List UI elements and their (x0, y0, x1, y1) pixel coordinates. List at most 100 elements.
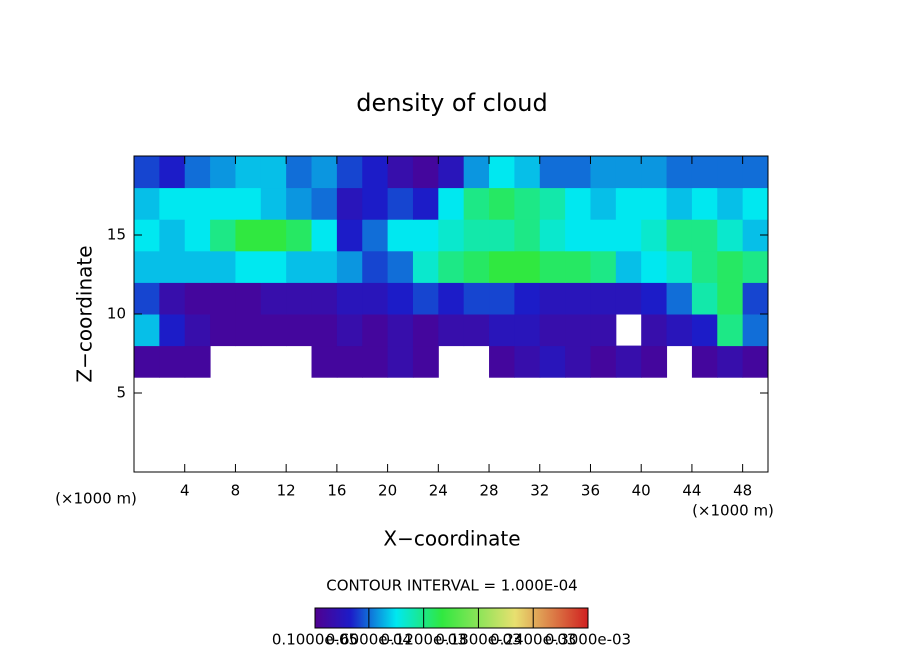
heat-cell (387, 219, 414, 252)
heat-cell (615, 250, 642, 283)
heat-cell (362, 219, 389, 252)
heat-cell (260, 282, 287, 315)
heat-cell (641, 345, 668, 378)
heat-cell (260, 219, 287, 252)
heat-cell (387, 250, 414, 283)
heat-cell (615, 187, 642, 220)
x-tick-label: 40 (632, 482, 651, 500)
x-tick-label: 48 (733, 482, 752, 500)
heat-cell (691, 314, 718, 347)
heat-cell (565, 219, 591, 252)
heat-cell (463, 314, 490, 347)
heat-cell (134, 314, 160, 347)
heat-cell (615, 282, 642, 315)
heat-cell (260, 250, 287, 283)
heat-cell (742, 345, 769, 378)
heat-cell (489, 250, 515, 283)
heat-cell (412, 282, 439, 315)
y-axis-label: Z−coordinate (73, 245, 97, 382)
heat-cell (336, 345, 363, 378)
y-tick-label: 15 (107, 226, 126, 244)
heat-cell (463, 250, 490, 283)
heat-cell (210, 156, 236, 189)
heat-cell (210, 282, 236, 315)
heat-cell (311, 219, 338, 252)
heat-cell (412, 345, 439, 378)
heat-cell (286, 314, 313, 347)
heat-cell (590, 345, 617, 378)
heat-cell (438, 156, 465, 189)
heat-cell (336, 282, 363, 315)
heat-cell (539, 314, 566, 347)
heat-cell (387, 282, 414, 315)
heat-cell (717, 282, 744, 315)
heat-cell (539, 250, 566, 283)
heat-cell (311, 345, 338, 378)
heat-cell (134, 345, 160, 378)
heat-cell (362, 345, 389, 378)
heat-cell (742, 156, 769, 189)
heat-cell (717, 187, 744, 220)
heat-cell (539, 187, 566, 220)
heat-cell (641, 156, 668, 189)
colorbar (314, 607, 589, 629)
heat-cell (438, 314, 465, 347)
heat-cell (286, 219, 313, 252)
heat-cell (717, 314, 744, 347)
heat-cell (286, 282, 313, 315)
heat-cell (159, 219, 186, 252)
heat-cell (159, 187, 186, 220)
heat-cell (438, 250, 465, 283)
heat-cell (514, 345, 541, 378)
heat-cell (438, 187, 465, 220)
heat-cell (235, 250, 262, 283)
heat-cell (311, 250, 338, 283)
heat-cell (666, 187, 693, 220)
heat-cell (565, 282, 591, 315)
heat-cell (336, 314, 363, 347)
heat-cell (514, 187, 541, 220)
heat-cell (387, 156, 414, 189)
heat-cell (387, 187, 414, 220)
x-tick-label: 16 (327, 482, 346, 500)
heat-cell (210, 314, 236, 347)
heat-cell (463, 156, 490, 189)
heat-cell (742, 282, 769, 315)
heat-cell (742, 250, 769, 283)
heat-cell (362, 156, 389, 189)
heat-cell (666, 156, 693, 189)
heat-cell (590, 187, 617, 220)
heat-cell (489, 187, 515, 220)
heat-cell (539, 156, 566, 189)
colorbar-label: 0.1800e-03 (435, 631, 521, 649)
heat-cell (260, 156, 287, 189)
contour-note: CONTOUR INTERVAL = 1.000E-04 (326, 577, 577, 595)
y-tick-label: 10 (107, 305, 126, 323)
heat-cell (539, 345, 566, 378)
chart-title: density of cloud (356, 89, 547, 117)
heat-cell (539, 219, 566, 252)
heat-cell (489, 282, 515, 315)
heat-cell (463, 187, 490, 220)
x-tick-label: 12 (277, 482, 296, 500)
heat-cell (336, 219, 363, 252)
heat-cell (463, 219, 490, 252)
heat-cell (590, 250, 617, 283)
heat-cell (691, 219, 718, 252)
x-unit: (×1000 m) (692, 502, 774, 520)
heat-cell (235, 314, 262, 347)
y-tick-label: 5 (116, 384, 126, 402)
heat-cell (311, 314, 338, 347)
y-unit: (×1000 m) (55, 490, 137, 508)
heat-cell (159, 250, 186, 283)
heat-cell (489, 314, 515, 347)
heat-cell (210, 219, 236, 252)
heat-cell (134, 282, 160, 315)
colorbar-label: 0.3000e-03 (545, 631, 631, 649)
heat-cell (134, 187, 160, 220)
colorbar-label: 0.1000e-05 (272, 631, 358, 649)
heat-cell (742, 187, 769, 220)
heat-cell (438, 282, 465, 315)
heat-cell (412, 219, 439, 252)
